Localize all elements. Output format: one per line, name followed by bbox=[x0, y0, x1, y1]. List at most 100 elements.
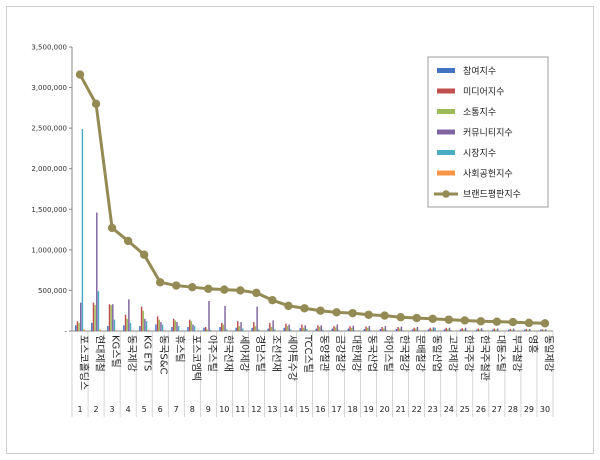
legend-label: 소통지수 bbox=[463, 107, 496, 118]
bar-소통지수 bbox=[110, 305, 112, 331]
bar-커뮤니티지수 bbox=[416, 326, 419, 331]
bar-시장지수 bbox=[193, 326, 196, 331]
x-index-label: 23 bbox=[428, 405, 438, 414]
y-tick-label: 2,500,000 bbox=[31, 125, 67, 133]
point-브랜드평판지수 bbox=[204, 284, 213, 294]
bar-미디어지수 bbox=[140, 306, 143, 331]
bar-커뮤니티지수 bbox=[112, 304, 114, 331]
point-브랜드평판지수 bbox=[284, 301, 293, 311]
point-브랜드평판지수 bbox=[524, 318, 534, 328]
bar-미디어지수 bbox=[397, 326, 399, 331]
x-tick-label: KG스틸 bbox=[110, 335, 123, 368]
x-index-label: 20 bbox=[380, 405, 390, 414]
x-index-label: 8 bbox=[190, 405, 195, 414]
bar-참여지수 bbox=[123, 325, 125, 331]
bar-미디어지수 bbox=[124, 314, 127, 331]
bar-커뮤니티지수 bbox=[288, 324, 290, 331]
x-tick-label: 경남스틸 bbox=[254, 335, 267, 372]
point-브랜드평판지수 bbox=[540, 319, 550, 328]
x-tick-label: 아주스틸 bbox=[206, 335, 219, 372]
bar-소통지수 bbox=[94, 305, 96, 331]
y-tick-label: 1,500,000 bbox=[31, 206, 67, 214]
x-index-label: 25 bbox=[460, 405, 470, 414]
x-tick-label: TCC스틸 bbox=[302, 334, 315, 373]
x-tick-label: 부국철강 bbox=[510, 335, 522, 372]
bar-사회공헌지수 bbox=[163, 330, 165, 331]
bar-미디어지수 bbox=[172, 318, 175, 331]
x-index-label: 7 bbox=[174, 405, 179, 414]
bar-참여지수 bbox=[540, 329, 542, 331]
bar-커뮤니티지수 bbox=[160, 322, 162, 331]
bar-미디어지수 bbox=[221, 322, 223, 331]
bar-참여지수 bbox=[299, 328, 301, 331]
x-index-label: 18 bbox=[347, 405, 357, 414]
point-브랜드평판지수 bbox=[107, 223, 117, 233]
bar-미디어지수 bbox=[365, 326, 367, 331]
bar-미디어지수 bbox=[381, 326, 383, 331]
bar-사회공헌지수 bbox=[99, 329, 101, 331]
x-index-label: 19 bbox=[364, 405, 374, 414]
bar-미디어지수 bbox=[204, 326, 207, 331]
bar-시장지수 bbox=[450, 330, 452, 331]
bar-참여지수 bbox=[283, 327, 285, 331]
point-브랜드평판지수 bbox=[412, 313, 421, 323]
point-브랜드평판지수 bbox=[172, 281, 181, 290]
bar-미디어지수 bbox=[188, 319, 191, 331]
x-index-label: 12 bbox=[251, 405, 261, 414]
bar-참여지수 bbox=[155, 324, 157, 331]
bar-미디어지수 bbox=[108, 304, 111, 331]
bar-소통지수 bbox=[270, 326, 273, 331]
bar-시장지수 bbox=[81, 128, 84, 331]
bar-미디어지수 bbox=[477, 328, 479, 331]
point-브랜드평판지수 bbox=[444, 315, 453, 324]
x-index-label: 29 bbox=[524, 405, 534, 414]
bar-시장지수 bbox=[209, 329, 212, 331]
y-tick-label: 500,000 bbox=[38, 287, 67, 295]
bar-소통지수 bbox=[479, 329, 481, 331]
bar-시장지수 bbox=[290, 329, 292, 331]
bar-참여지수 bbox=[475, 329, 478, 331]
bar-커뮤니티지수 bbox=[544, 329, 547, 331]
bar-커뮤니티지수 bbox=[304, 325, 306, 331]
bar-시장지수 bbox=[386, 330, 388, 331]
bar-미디어지수 bbox=[237, 321, 239, 331]
bar-시장지수 bbox=[258, 329, 260, 331]
bar-소통지수 bbox=[206, 329, 209, 331]
bar-시장지수 bbox=[322, 329, 324, 331]
bar-커뮤니티지수 bbox=[512, 328, 515, 331]
bar-미디어지수 bbox=[461, 328, 463, 331]
bar-미디어지수 bbox=[269, 322, 271, 331]
x-tick-label: 조선선재 bbox=[270, 335, 282, 372]
x-index-label: 14 bbox=[283, 405, 293, 414]
x-tick-label: 동일제강 bbox=[542, 335, 554, 372]
x-tick-label: 대동스틸 bbox=[494, 335, 507, 372]
x-tick-label: 동국제강 bbox=[126, 335, 138, 372]
bar-커뮤니티지수 bbox=[224, 305, 226, 331]
bar-시장지수 bbox=[161, 324, 164, 331]
bar-소통지수 bbox=[366, 327, 369, 331]
bar-참여지수 bbox=[427, 329, 430, 331]
x-tick-label: 대한제강 bbox=[350, 335, 362, 372]
bar-시장지수 bbox=[418, 330, 420, 331]
x-tick-label: 세아제강 bbox=[238, 335, 250, 372]
point-브랜드평판지수 bbox=[476, 317, 486, 326]
bar-참여지수 bbox=[171, 326, 173, 331]
bar-커뮤니티지수 bbox=[80, 302, 82, 331]
bar-사회공헌지수 bbox=[147, 329, 149, 331]
point-브랜드평판지수 bbox=[380, 311, 389, 320]
bar-참여지수 bbox=[315, 328, 318, 331]
legend-swatch bbox=[437, 170, 455, 176]
bar-커뮤니티지수 bbox=[448, 327, 451, 331]
x-index-label: 2 bbox=[94, 405, 99, 414]
legend-swatch bbox=[437, 109, 455, 114]
bar-시장지수 bbox=[129, 322, 132, 331]
bar-소통지수 bbox=[415, 328, 417, 331]
x-index-label: 13 bbox=[267, 405, 277, 414]
x-index-label: 5 bbox=[142, 405, 147, 414]
bar-소통지수 bbox=[142, 310, 144, 331]
bar-소통지수 bbox=[318, 326, 321, 331]
point-브랜드평판지수 bbox=[492, 317, 502, 326]
bar-커뮤니티지수 bbox=[368, 326, 371, 331]
bar-미디어지수 bbox=[156, 316, 159, 331]
